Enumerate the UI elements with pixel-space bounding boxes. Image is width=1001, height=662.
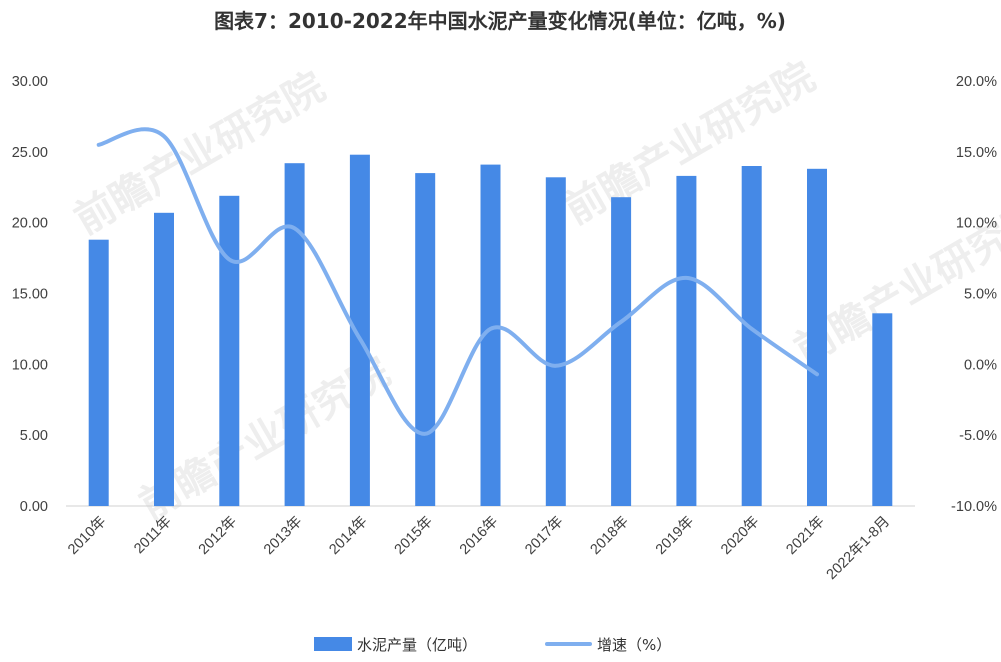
bar-9: [676, 175, 697, 506]
y-axis-left-ticks: 0.00 5.00 10.00 15.00 20.00 25.00 30.00: [12, 74, 48, 515]
growth-rate-line: [96, 127, 819, 436]
x-tick-label: 2017年: [522, 513, 567, 558]
bar-8: [611, 197, 632, 506]
bars: [88, 154, 893, 507]
y-right-tick-label: 5.0%: [964, 287, 997, 303]
bar-12: [872, 313, 893, 506]
legend-line-label: 增速（%）: [597, 636, 671, 654]
bar-0: [88, 239, 109, 506]
bar-10: [741, 166, 762, 506]
x-tick-label: 2020年: [717, 513, 762, 558]
x-tick-label: 2018年: [587, 513, 632, 558]
legend: 水泥产量（亿吨） 增速（%）: [314, 636, 671, 654]
chart-title: 图表7：2010-2022年中国水泥产量变化情况(单位：亿吨，%): [214, 9, 786, 33]
x-tick-label: 2022年1-8月: [823, 513, 893, 583]
bar-6: [480, 164, 501, 506]
y-left-tick-label: 30.00: [12, 74, 48, 90]
y-left-tick-label: 5.00: [20, 428, 48, 444]
bar-3: [284, 163, 305, 506]
y-right-tick-label: -5.0%: [959, 428, 997, 444]
x-axis-ticks: 2010年 2011年 2012年 2013年 2014年 2015年 2016年 2017年…: [64, 513, 893, 583]
y-right-tick-label: 10.0%: [956, 216, 997, 232]
x-tick-label: 2019年: [652, 513, 697, 558]
bar-11: [807, 168, 827, 507]
x-tick-label: 2016年: [456, 513, 501, 558]
y-left-tick-label: 15.00: [12, 287, 48, 303]
legend-bar-swatch: [314, 637, 352, 651]
bar-7: [545, 177, 566, 507]
x-tick-label: 2013年: [260, 513, 305, 558]
y-right-tick-label: -10.0%: [951, 499, 997, 515]
y-right-tick-label: 15.0%: [956, 145, 997, 161]
y-left-tick-label: 10.00: [12, 357, 48, 373]
y-left-tick-label: 0.00: [20, 499, 48, 515]
y-left-tick-label: 20.00: [12, 216, 48, 232]
legend-bar-label: 水泥产量（亿吨）: [357, 636, 477, 654]
x-tick-label: 2010年: [64, 513, 109, 558]
bar-4: [349, 154, 370, 506]
bar-1: [154, 212, 174, 507]
bar-5: [415, 173, 436, 506]
y-right-tick-label: 0.0%: [964, 357, 997, 373]
bar-2: [219, 195, 240, 507]
x-tick-label: 2012年: [195, 513, 240, 558]
x-tick-label: 2014年: [326, 513, 371, 558]
y-left-tick-label: 25.00: [12, 145, 48, 161]
x-tick-label: 2021年: [783, 513, 828, 558]
y-axis-right-ticks: -10.0% -5.0% 0.0% 5.0% 10.0% 15.0% 20.0%: [951, 74, 997, 515]
x-tick-label: 2015年: [391, 513, 436, 558]
y-right-tick-label: 20.0%: [956, 74, 997, 90]
